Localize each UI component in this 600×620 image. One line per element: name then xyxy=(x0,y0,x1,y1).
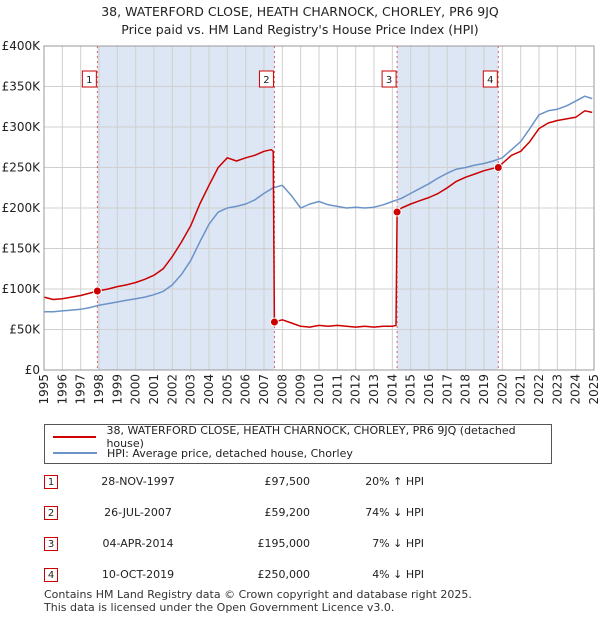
x-tick-label: 2021 xyxy=(514,374,528,405)
x-tick-label: 2004 xyxy=(202,374,216,405)
x-tick-label: 2006 xyxy=(239,374,253,405)
legend: 38, WATERFORD CLOSE, HEATH CHARNOCK, CHO… xyxy=(44,424,552,464)
sale-number-badge: 3 xyxy=(44,537,58,551)
footer-attribution: Contains HM Land Registry data © Crown c… xyxy=(44,588,472,614)
sale-point xyxy=(392,207,402,217)
footer-line-2: This data is licensed under the Open Gov… xyxy=(44,601,395,614)
x-tick-label: 2024 xyxy=(569,374,583,405)
y-tick-label: £250K xyxy=(2,161,42,175)
x-tick-label: 2003 xyxy=(184,374,198,405)
x-tick-label: 2019 xyxy=(477,374,491,405)
x-tick-label: 2007 xyxy=(257,374,271,405)
sale-number-box xyxy=(381,70,397,88)
sale-point xyxy=(92,286,102,296)
x-tick-label: 2020 xyxy=(495,374,509,405)
footer-line-1: Contains HM Land Registry data © Crown c… xyxy=(44,588,472,601)
sale-hpi-diff: 20% ↑ HPI xyxy=(365,475,424,488)
x-tick-label: 2000 xyxy=(129,374,143,405)
x-tick-label: 2014 xyxy=(385,374,399,405)
sale-number-label: 1 xyxy=(86,75,92,86)
sale-price: £195,000 xyxy=(257,537,311,550)
x-tick-label: 2001 xyxy=(147,374,161,405)
legend-hpi-swatch xyxy=(53,452,97,454)
sale-row: 1 28-NOV-1997 £97,500 20% ↑ HPI xyxy=(44,472,564,492)
sale-point xyxy=(269,317,279,327)
legend-item-property: 38, WATERFORD CLOSE, HEATH CHARNOCK, CHO… xyxy=(53,424,551,450)
x-tick-label: 1995 xyxy=(37,374,51,405)
sale-row: 4 10-OCT-2019 £250,000 4% ↓ HPI xyxy=(44,565,564,585)
sale-hpi-diff: 4% ↓ HPI xyxy=(372,568,424,581)
x-tick-label: 2002 xyxy=(165,374,179,405)
x-tick-label: 2011 xyxy=(330,374,344,405)
legend-property-swatch xyxy=(53,436,97,438)
x-tick-label: 1999 xyxy=(110,374,124,405)
legend-property-label: 38, WATERFORD CLOSE, HEATH CHARNOCK, CHO… xyxy=(106,424,516,450)
y-tick-label: £150K xyxy=(2,242,42,256)
sale-date: 10-OCT-2019 xyxy=(101,568,175,581)
x-tick-label: 1996 xyxy=(55,374,69,405)
y-tick-label: £50K xyxy=(9,323,41,337)
sale-hpi-diff: 74% ↓ HPI xyxy=(365,506,424,519)
sale-number-box xyxy=(482,70,498,88)
sale-number-label: 3 xyxy=(386,75,392,86)
x-tick-label: 2022 xyxy=(532,374,546,405)
page-title: 38, WATERFORD CLOSE, HEATH CHARNOCK, CHO… xyxy=(101,4,499,19)
x-tick-label: 2023 xyxy=(550,374,564,405)
sale-date: 26-JUL-2007 xyxy=(104,506,172,519)
y-tick-label: £300K xyxy=(2,120,42,134)
legend-hpi-label: HPI: Average price, detached house, Chor… xyxy=(107,446,353,460)
sale-price: £59,200 xyxy=(264,506,311,519)
y-tick-label: £350K xyxy=(2,80,42,94)
x-tick-label: 2012 xyxy=(349,374,363,405)
hpi-line xyxy=(44,95,593,313)
plot-frame xyxy=(43,45,595,371)
sale-date: 04-APR-2014 xyxy=(102,537,174,550)
y-tick-label: £100K xyxy=(2,282,42,296)
sale-number-box xyxy=(81,70,97,88)
sale-row: 2 26-JUL-2007 £59,200 74% ↓ HPI xyxy=(44,503,564,523)
x-tick-label: 2013 xyxy=(367,374,381,405)
sale-number-box xyxy=(258,70,274,88)
x-tick-label: 2017 xyxy=(440,374,454,405)
x-tick-label: 1998 xyxy=(92,374,106,405)
x-tick-label: 2005 xyxy=(220,374,234,405)
x-tick-label: 2025 xyxy=(587,374,600,405)
sale-number-badge: 2 xyxy=(44,506,58,520)
sale-price: £97,500 xyxy=(264,475,311,488)
y-tick-label: £200K xyxy=(2,201,42,215)
sale-date: 28-NOV-1997 xyxy=(101,475,175,488)
x-tick-label: 2016 xyxy=(422,374,436,405)
sale-price: £250,000 xyxy=(257,568,311,581)
sale-hpi-diff: 7% ↓ HPI xyxy=(372,537,424,550)
x-tick-label: 2008 xyxy=(275,374,289,405)
sale-number-label: 4 xyxy=(487,75,493,86)
sale-number-badge: 1 xyxy=(44,475,58,489)
x-tick-label: 2010 xyxy=(312,374,326,405)
price-chart: 1 2 3 4 £0 £50K £100K £150K £200K £250K £300K £350K… xyxy=(2,39,600,405)
y-tick-label: £400K xyxy=(2,39,42,53)
sale-row: 3 04-APR-2014 £195,000 7% ↓ HPI xyxy=(44,534,564,554)
page-subtitle: Price paid vs. HM Land Registry's House … xyxy=(121,22,479,37)
y-tick-label: £0 xyxy=(25,363,40,377)
sale-number-badge: 4 xyxy=(44,568,58,582)
sale-number-label: 2 xyxy=(263,75,269,86)
x-tick-label: 2009 xyxy=(294,374,308,405)
legend-item-hpi: HPI: Average price, detached house, Chor… xyxy=(53,446,353,460)
x-tick-label: 2015 xyxy=(404,374,418,405)
x-tick-label: 1997 xyxy=(74,374,88,405)
x-tick-label: 2018 xyxy=(459,374,473,405)
sale-point xyxy=(493,163,503,172)
